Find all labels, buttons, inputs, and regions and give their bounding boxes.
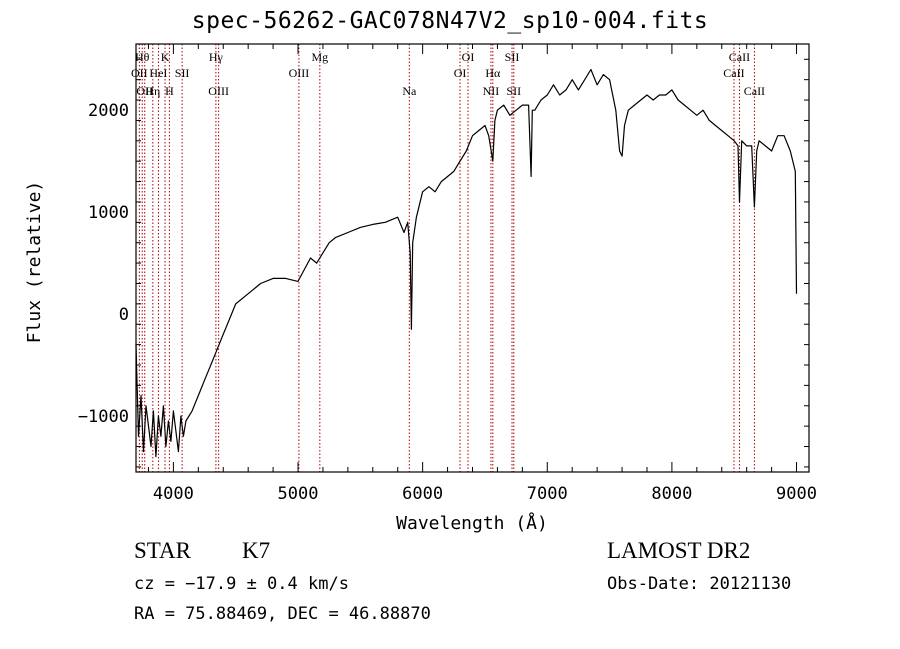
marker-label: OI (462, 50, 475, 64)
plot-frame (135, 43, 810, 473)
marker-label: OII (136, 84, 153, 98)
marker-label: SII (175, 66, 190, 80)
marker-label: K (161, 50, 170, 64)
y-tick-label: 2000 (88, 101, 129, 121)
x-tick-label: 9000 (776, 484, 817, 504)
coordinates-text: RA = 75.88469, DEC = 46.88870 (134, 604, 431, 624)
object-subclass: K7 (242, 538, 271, 563)
marker-label: H (165, 84, 174, 98)
marker-label: CaII (744, 84, 765, 98)
marker-label: Hγ (209, 50, 224, 64)
marker-label: Hθ (135, 50, 150, 64)
chart-title: spec-56262-GAC078N47V2_sp10-004.fits (191, 8, 709, 34)
y-tick-label: −1000 (78, 407, 129, 427)
marker-label: OIII (289, 66, 310, 80)
x-tick-label: 4000 (153, 484, 194, 504)
y-axis-label: Flux (relative) (24, 181, 45, 344)
spectrum-line (135, 68, 798, 458)
marker-label: SII (506, 84, 521, 98)
marker-label: Mg (311, 50, 328, 64)
y-tick-label: 1000 (88, 203, 129, 223)
marker-label: NII (483, 84, 500, 98)
marker-label: Hα (485, 66, 501, 80)
marker-label: OI (454, 66, 467, 80)
x-tick-label: 7000 (527, 484, 568, 504)
survey-label: LAMOST DR2 (607, 538, 751, 563)
marker-label: CaII (729, 50, 750, 64)
x-axis-label: Wavelength (Å) (396, 512, 548, 534)
x-tick-label: 8000 (651, 484, 692, 504)
marker-label: Hη (145, 84, 160, 98)
marker-label: CaII (723, 66, 744, 80)
marker-label: OIII (208, 84, 229, 98)
marker-label: OII (131, 66, 148, 80)
marker-label: SII (505, 50, 520, 64)
x-tick-label: 6000 (402, 484, 443, 504)
obs-date-text: Obs-Date: 20121130 (607, 574, 792, 594)
object-class: STAR (134, 538, 191, 563)
y-tick-label: 0 (119, 305, 129, 325)
x-tick-label: 5000 (278, 484, 319, 504)
redshift-text: cz = −17.9 ± 0.4 km/s (134, 574, 349, 594)
marker-label: Na (402, 84, 417, 98)
marker-label: HeI (149, 66, 167, 80)
